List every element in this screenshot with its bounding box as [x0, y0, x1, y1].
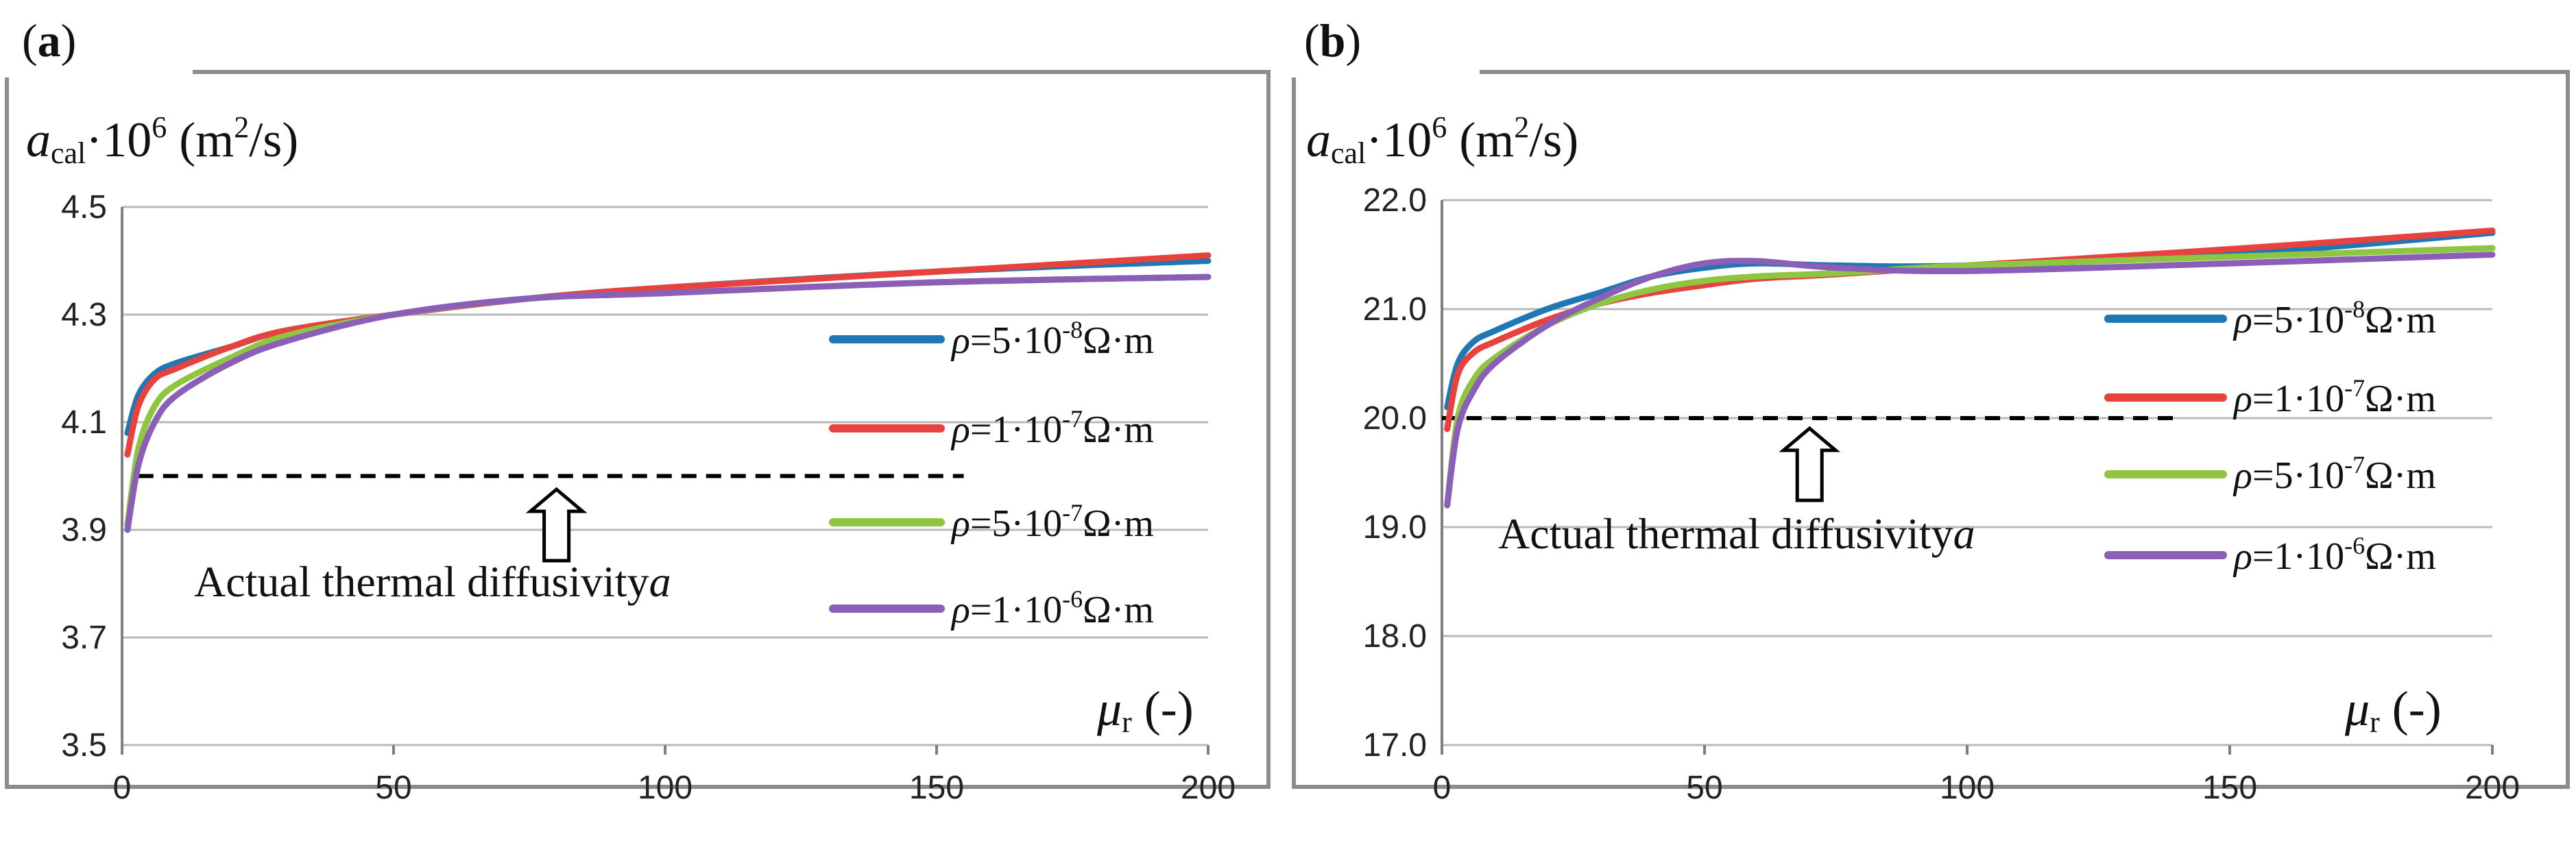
x-axis-label: μr (-)	[2344, 681, 2442, 739]
y-tick-label: 4.3	[61, 297, 107, 333]
y-axis-label: acal·106 (m2/s)	[26, 110, 298, 170]
legend-item: ρ=5·10-7Ω·m	[829, 499, 1154, 545]
legend-label: ρ=5·10-7Ω·m	[2232, 451, 2436, 497]
y-tick-label: 17.0	[1363, 727, 1427, 764]
legend-label: ρ=1·10-6Ω·m	[2232, 532, 2436, 578]
x-tick-label: 100	[1940, 770, 1995, 806]
y-axis-label: acal·106 (m2/s)	[1306, 110, 1578, 170]
panel-label-gap	[1291, 66, 1480, 77]
x-tick-label: 200	[1181, 770, 1236, 806]
legend-item: ρ=1·10-6Ω·m	[829, 585, 1154, 631]
y-tick-label: 21.0	[1363, 291, 1427, 328]
panel-label: (a)	[22, 14, 76, 66]
panel-label-gap	[4, 66, 193, 77]
legend-item: ρ=1·10-7Ω·m	[829, 405, 1154, 451]
x-axis-label: μr (-)	[1096, 681, 1194, 739]
x-tick-label: 100	[638, 770, 693, 806]
x-tick-label: 50	[1686, 770, 1722, 806]
panel-frame	[1292, 70, 2570, 789]
y-tick-label: 20.0	[1363, 400, 1427, 437]
series-line	[1444, 252, 2496, 509]
legend-item: ρ=1·10-7Ω·m	[2104, 374, 2436, 420]
legend-label: ρ=5·10-8Ω·m	[2232, 295, 2436, 341]
legend-label: ρ=5·10-7Ω·m	[950, 499, 1154, 545]
panel-a: (a) 3.5 3.7 3.9 4.1 4.3 4.5 0 50 100 150 200 acal·10…	[4, 14, 1271, 806]
x-tick-label: 0	[113, 770, 132, 806]
annotation-text: Actual thermal diffusivitya	[1498, 509, 1975, 558]
y-tick-label: 4.1	[61, 404, 107, 441]
legend-item: ρ=5·10-7Ω·m	[2104, 451, 2436, 497]
x-tick-label: 0	[1433, 770, 1452, 806]
y-tick-label: 3.7	[61, 620, 107, 656]
x-tick-label: 150	[909, 770, 964, 806]
series-line	[1444, 245, 2496, 509]
legend-label: ρ=1·10-7Ω·m	[950, 405, 1154, 451]
y-tick-label: 22.0	[1363, 182, 1427, 219]
legend-label: ρ=1·10-6Ω·m	[950, 585, 1154, 631]
y-tick-label: 18.0	[1363, 618, 1427, 655]
y-tick-label: 3.5	[61, 727, 107, 764]
legend-item: ρ=1·10-6Ω·m	[2104, 532, 2436, 578]
series-line	[1444, 228, 2496, 432]
up-arrow-icon	[1779, 426, 1841, 502]
x-tick-label: 200	[2465, 770, 2520, 806]
legend-item: ρ=5·10-8Ω·m	[2104, 295, 2436, 341]
annotation-text: Actual thermal diffusivitya	[194, 557, 671, 606]
y-tick-label: 3.9	[61, 512, 107, 548]
y-tick-label: 19.0	[1363, 509, 1427, 546]
panel-b: (b) 17.0 18.0 19.0 20.0 21.0 22.0 0 50 100 150 200 a…	[1291, 14, 2570, 806]
legend-item: ρ=5·10-8Ω·m	[829, 316, 1154, 362]
x-tick-label: 150	[2202, 770, 2257, 806]
panel-label: (b)	[1304, 14, 1361, 66]
legend-label: ρ=1·10-7Ω·m	[2232, 374, 2436, 420]
x-tick-label: 50	[375, 770, 411, 806]
up-arrow-icon	[525, 487, 588, 563]
panel-frame	[5, 70, 1271, 789]
y-tick-label: 4.5	[61, 189, 107, 226]
series-line	[124, 273, 1212, 533]
legend-label: ρ=5·10-8Ω·m	[950, 316, 1154, 362]
